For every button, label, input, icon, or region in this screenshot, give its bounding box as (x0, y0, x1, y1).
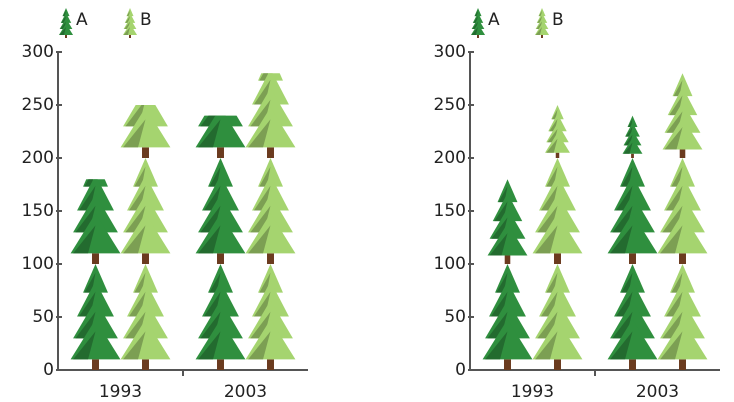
tree-icon (122, 8, 138, 38)
y-tick-label: 0 (455, 360, 466, 380)
legend-label: A (76, 10, 88, 30)
y-tick-label: 250 (22, 95, 54, 115)
y-tick-label: 300 (22, 42, 54, 62)
tree-icon (58, 8, 74, 38)
pictograph-bar (657, 73, 708, 370)
tree-icon (195, 264, 246, 370)
y-tick-label: 200 (22, 148, 54, 168)
x-tick-label: 1993 (511, 382, 554, 402)
pictograph-bar (120, 105, 171, 370)
pictograph-bar (245, 73, 296, 370)
tree-icon (482, 264, 533, 370)
pictograph-bar (195, 115, 246, 370)
tree-icon (120, 158, 171, 264)
chart: 0 50 100 150 200 250 300 1993 2003 A B (22, 8, 308, 402)
y-tick-label: 150 (22, 201, 54, 221)
tree-icon (622, 115, 643, 158)
pictograph-bar (607, 115, 658, 370)
y-tick-label: 100 (434, 254, 466, 274)
y-tick-label: 100 (22, 254, 54, 274)
tree-icon (245, 264, 296, 370)
tree-icon (607, 264, 658, 370)
tree-icon (532, 264, 583, 370)
legend-label: B (140, 10, 152, 30)
tree-icon (195, 158, 246, 264)
y-tick-label: 0 (43, 360, 54, 380)
y-tick-label: 250 (434, 95, 466, 115)
tree-icon (487, 179, 528, 264)
chart: 0 50 100 150 200 250 300 1993 2003 A B (434, 8, 720, 402)
legend-label: A (488, 10, 500, 30)
tree-icon (120, 105, 171, 158)
tree-icon (70, 264, 121, 370)
y-tick-label: 300 (434, 42, 466, 62)
tree-icon (534, 8, 550, 38)
pictograph-bar (482, 179, 533, 370)
tree-icon (245, 73, 296, 158)
tree-icon (657, 264, 708, 370)
x-tick-label: 1993 (99, 382, 142, 402)
y-tick-label: 200 (434, 148, 466, 168)
y-tick-label: 150 (434, 201, 466, 221)
tree-icon (662, 73, 703, 158)
tree-icon (470, 8, 486, 38)
pictograph-bar (532, 105, 583, 370)
x-tick-label: 2003 (224, 382, 267, 402)
tree-icon (607, 158, 658, 264)
tree-icon (657, 158, 708, 264)
pictograph-bar (70, 179, 121, 370)
y-tick-label: 50 (444, 307, 466, 327)
tree-icon (120, 264, 171, 370)
tree-icon (245, 158, 296, 264)
tree-icon (70, 179, 121, 264)
tree-icon (195, 115, 246, 158)
tree-icon (532, 158, 583, 264)
legend-label: B (552, 10, 564, 30)
y-tick-label: 50 (32, 307, 54, 327)
x-tick-label: 2003 (636, 382, 679, 402)
tree-icon (545, 105, 570, 158)
